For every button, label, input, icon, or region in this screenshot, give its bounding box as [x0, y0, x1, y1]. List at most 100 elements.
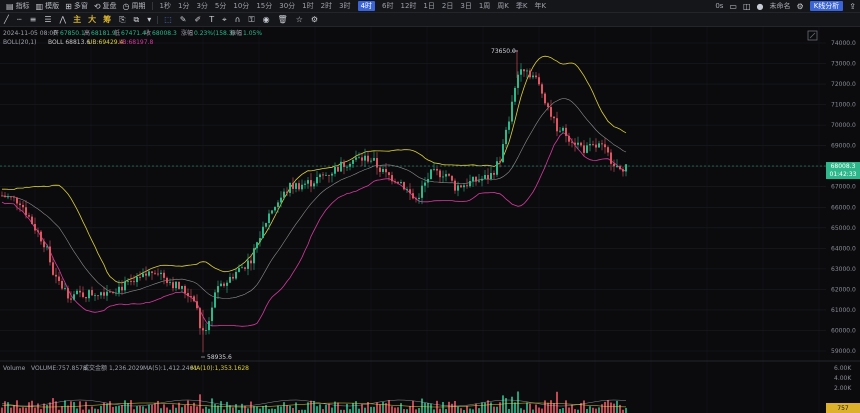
- candle-body: [37, 230, 39, 232]
- candle-body: [268, 213, 270, 224]
- volume-bar: [556, 391, 558, 413]
- measure-icon[interactable]: ⌖: [222, 14, 227, 24]
- interval-12[interactable]: 12时: [400, 2, 417, 10]
- volume-bar: [187, 400, 189, 413]
- candle-body: [556, 118, 558, 132]
- price-tick: 63000.0: [831, 266, 856, 273]
- candle-body: [151, 271, 153, 273]
- interval-8[interactable]: 2时: [320, 2, 333, 10]
- hide-icon[interactable]: ◉: [262, 15, 270, 24]
- volume-bar: [619, 404, 621, 413]
- pattern-tool-icon[interactable]: ⋀: [59, 15, 67, 24]
- layers-icon[interactable]: ⧉: [133, 14, 140, 24]
- toolbar-item-3[interactable]: ⟲ 复盘: [94, 1, 117, 11]
- interval-0[interactable]: 1秒: [159, 2, 171, 10]
- candle-body: [52, 262, 54, 275]
- volume-bar: [406, 409, 408, 413]
- volume-bar: [439, 408, 441, 413]
- interval-14[interactable]: 2日: [441, 2, 454, 10]
- interval-3[interactable]: 5分: [214, 2, 227, 10]
- kline-analysis-button[interactable]: K线分析: [809, 1, 844, 11]
- interval-18[interactable]: 季K: [515, 2, 528, 10]
- candle-body: [34, 223, 36, 231]
- expand-icon[interactable]: [807, 30, 818, 41]
- toolbar-item-0[interactable]: ▤ 指标: [6, 1, 30, 11]
- candle-body: [103, 292, 105, 296]
- price-tick: 69000.0: [831, 143, 856, 150]
- volume-bar: [391, 406, 393, 413]
- lock-icon[interactable]: ⚿: [248, 14, 255, 24]
- favorite-icon[interactable]: ☆: [295, 15, 303, 24]
- fib-tool-icon[interactable]: ☰: [44, 15, 52, 24]
- indicator-shortcut-1[interactable]: 大: [88, 15, 97, 24]
- volume-bar: [85, 401, 87, 413]
- candle-body: [478, 180, 480, 182]
- settings-icon[interactable]: ⚙: [796, 1, 804, 11]
- user-icon[interactable]: ●: [756, 1, 764, 11]
- volume-bar: [295, 402, 297, 413]
- toolbar-item-1[interactable]: ▥ 模版: [36, 1, 60, 11]
- brush-icon[interactable]: ✐: [194, 15, 202, 24]
- volume-bar: [583, 400, 585, 413]
- volume-bar: [265, 405, 267, 413]
- hline-tool-icon[interactable]: ┄: [16, 15, 22, 24]
- candle-body: [430, 169, 432, 180]
- volume-bar: [82, 409, 84, 413]
- interval-6[interactable]: 30分: [279, 2, 296, 10]
- boll-name[interactable]: BOLL(20,1): [3, 39, 36, 46]
- indicator-shortcut-0[interactable]: 主: [73, 15, 82, 24]
- volume-bar: [610, 402, 612, 413]
- volume-bar: [358, 408, 360, 413]
- interval-4[interactable]: 10分: [233, 2, 250, 10]
- layout-icon[interactable]: ▭: [729, 1, 737, 11]
- interval-11[interactable]: 6时: [382, 2, 394, 10]
- candle-body: [358, 157, 360, 159]
- volume-bar: [442, 401, 444, 413]
- interval-16[interactable]: 1周: [478, 2, 491, 10]
- volume-bar: [76, 408, 78, 413]
- candle-body: [463, 185, 465, 188]
- interval-10[interactable]: 4时: [357, 1, 376, 11]
- top-toolbar: ▤ 指标 ▥ 模版 ⊞ 多窗 ⟲ 复盘 ◷ 周期 1秒 1分 3分 5分 10分 15分 30分 1时 2时 3时 4…: [0, 0, 860, 13]
- interval-1[interactable]: 1分: [177, 2, 190, 10]
- interval-7[interactable]: 1时: [302, 2, 314, 10]
- volume-bar: [145, 408, 147, 413]
- volume-bar: [304, 409, 306, 413]
- interval-13[interactable]: 1日: [423, 2, 435, 10]
- magnet-icon[interactable]: ∩: [234, 15, 241, 24]
- volume-bar: [115, 406, 117, 413]
- interval-5[interactable]: 15分: [256, 2, 273, 10]
- pen-icon[interactable]: ✎: [179, 15, 187, 24]
- toolbar-item-2[interactable]: ⊞ 多窗: [65, 1, 88, 11]
- volume-bar: [454, 400, 456, 413]
- layout-name[interactable]: 未命名: [769, 2, 791, 10]
- interval-17[interactable]: 周K: [497, 2, 509, 10]
- screenshot-icon[interactable]: ◫: [742, 1, 751, 11]
- trendline-tool-icon[interactable]: ╱: [4, 15, 9, 24]
- kline-chart[interactable]: 2024-11-05 08:00 开67850.1 高68181.9 低6747…: [0, 27, 860, 413]
- interval-19[interactable]: 年K: [534, 2, 547, 10]
- volume-bar: [349, 409, 351, 413]
- volume-bar: [175, 407, 177, 413]
- interval-15[interactable]: 3日: [460, 2, 472, 10]
- candle-body: [157, 273, 159, 275]
- share-icon[interactable]: ⇪: [849, 1, 856, 11]
- interval-2[interactable]: 3分: [196, 2, 208, 10]
- settings-tool-icon[interactable]: ⚙: [310, 15, 319, 24]
- low-value: 67471.4: [121, 30, 146, 37]
- volume-bar: [415, 409, 417, 413]
- price-tick: 70000.0: [831, 122, 856, 129]
- channel-tool-icon[interactable]: ≡: [29, 15, 37, 24]
- cursor-icon[interactable]: ⬚: [164, 15, 172, 24]
- toolbar-item-4[interactable]: ◷ 周期: [123, 1, 146, 11]
- more-icon[interactable]: ▾: [147, 15, 152, 24]
- amp-value: 1.05%: [243, 30, 262, 37]
- candle-body: [598, 143, 600, 148]
- candle-body: [451, 175, 453, 181]
- volume-info: Volume VOLUME:757.8578 成交金额 1,236.2029 MA…: [3, 364, 249, 372]
- delete-icon[interactable]: 🗑: [277, 15, 288, 24]
- interval-9[interactable]: 3时: [339, 2, 351, 10]
- copy-icon[interactable]: ⎘: [119, 14, 126, 24]
- indicator-shortcut-2[interactable]: 筹: [103, 15, 112, 24]
- text-tool-icon[interactable]: T: [209, 15, 215, 24]
